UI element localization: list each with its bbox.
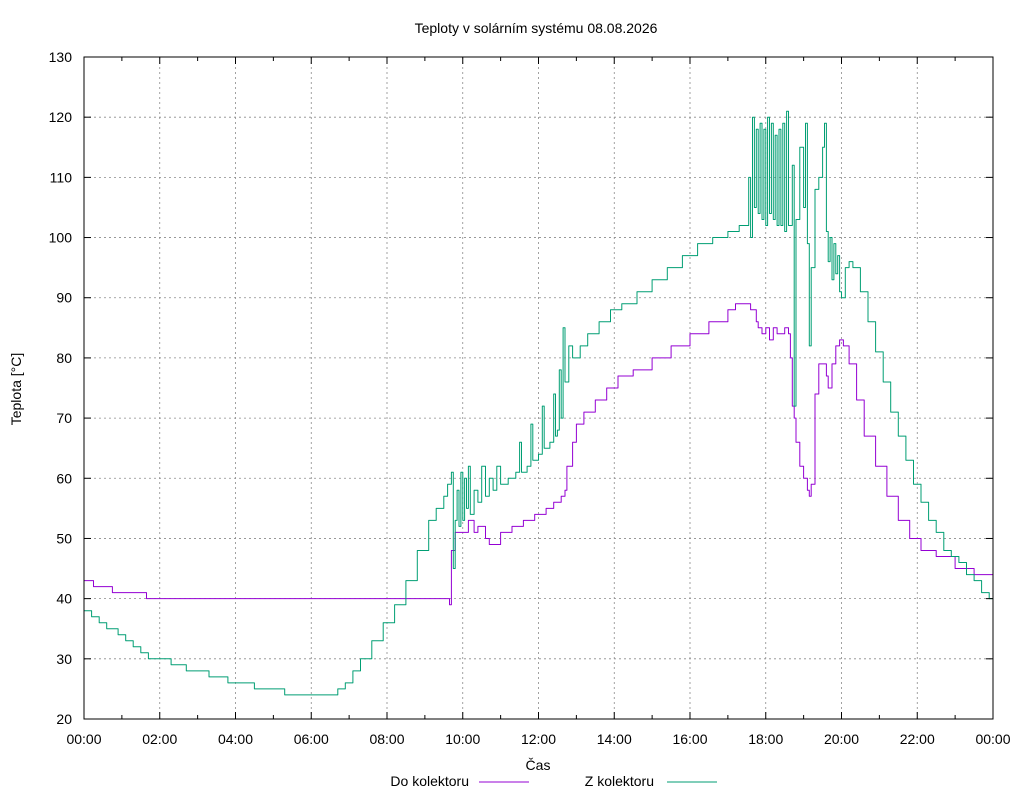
- x-tick-label: 00:00: [66, 731, 101, 747]
- x-axis-label: Čas: [526, 757, 551, 773]
- y-tick-label: 100: [49, 230, 73, 246]
- x-tick-label: 08:00: [369, 731, 404, 747]
- y-tick-label: 110: [50, 169, 73, 185]
- legend-label-z-kolektoru: Z kolektoru: [585, 773, 654, 789]
- x-tick-label: 18:00: [748, 731, 783, 747]
- x-tick-label: 02:00: [142, 731, 177, 747]
- x-tick-label: 20:00: [824, 731, 859, 747]
- grid: [84, 57, 993, 719]
- x-tick-label: 00:00: [975, 731, 1010, 747]
- y-tick-label: 130: [49, 49, 73, 65]
- series-layer: [84, 110, 994, 696]
- y-axis-label: Teplota [°C]: [8, 353, 24, 426]
- x-tick-label: 04:00: [218, 731, 253, 747]
- x-tick-label: 14:00: [597, 731, 632, 747]
- y-tick-label: 20: [56, 711, 72, 727]
- series-line-do-kolektoru: [84, 303, 994, 606]
- legend-label-do-kolektoru: Do kolektoru: [390, 773, 469, 789]
- x-tick-label: 22:00: [900, 731, 935, 747]
- y-tick-label: 50: [56, 530, 72, 546]
- x-tick-label: 12:00: [521, 731, 556, 747]
- y-tick-label: 80: [56, 350, 72, 366]
- x-tick-label: 16:00: [672, 731, 707, 747]
- legend: Do kolektoru Z kolektoru: [390, 773, 717, 789]
- chart-title: Teploty v solárním systému 08.08.2026: [415, 20, 658, 36]
- y-tick-label: 90: [56, 290, 72, 306]
- y-tick-label: 120: [49, 109, 73, 125]
- ticks: 20 30 40 50 60 70 80 90 100 110 120 130 00:00 02:00 04…: [49, 49, 1011, 747]
- y-tick-label: 60: [56, 470, 72, 486]
- x-tick-label: 10:00: [445, 731, 480, 747]
- x-tick-label: 06:00: [294, 731, 329, 747]
- y-tick-label: 70: [56, 410, 72, 426]
- y-tick-label: 30: [56, 651, 72, 667]
- y-tick-label: 40: [56, 591, 72, 607]
- series-line-z-kolektoru: [84, 110, 994, 696]
